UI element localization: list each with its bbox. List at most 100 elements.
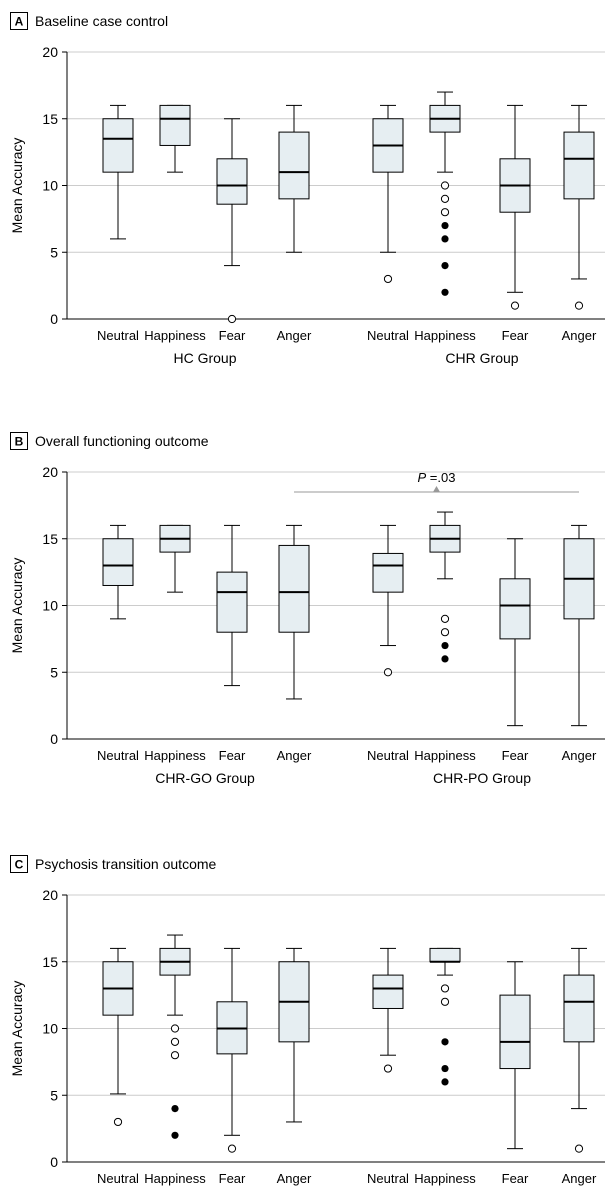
group-label: CHR-T Group — [439, 1193, 525, 1195]
y-tick-label: 15 — [42, 111, 58, 127]
y-tick-label: 5 — [50, 664, 58, 680]
category-label-anger: Anger — [277, 328, 312, 343]
box-fear — [499, 538, 531, 727]
box-neutral — [102, 524, 134, 620]
iqr-box — [499, 578, 531, 640]
group-label: CHR-GO Group — [155, 770, 255, 786]
outlier-filled — [441, 262, 449, 270]
category-label-fear: Fear — [219, 328, 246, 343]
outlier-open — [170, 1051, 180, 1060]
outlier-open — [440, 614, 450, 623]
box-anger — [278, 524, 310, 700]
group-label: CHR-PO Group — [433, 770, 531, 786]
y-tick-label: 20 — [42, 464, 58, 480]
panel-letter: C — [15, 858, 24, 872]
box-neutral — [372, 524, 404, 677]
iqr-box — [429, 947, 461, 963]
outlier-filled — [171, 1105, 179, 1113]
y-tick-label: 10 — [42, 598, 58, 614]
box-anger — [563, 947, 595, 1153]
iqr-box — [372, 974, 404, 1009]
iqr-box — [102, 118, 134, 173]
box-happiness — [429, 947, 461, 1086]
y-tick-label: 5 — [50, 244, 58, 260]
box-happiness — [159, 524, 191, 593]
outlier-filled — [441, 1064, 449, 1073]
panel-letter-box — [10, 12, 28, 30]
outlier-open — [383, 668, 393, 677]
panel-title: Baseline case control — [35, 13, 168, 29]
box-neutral — [102, 104, 134, 240]
outlier-open — [440, 997, 450, 1006]
outlier-filled — [441, 288, 449, 296]
iqr-box — [102, 538, 134, 586]
category-label-happiness: Happiness — [144, 748, 206, 763]
outlier-open — [113, 1117, 123, 1127]
chart-panel-c: C Psychosis transition outcome 0 5 10 15 20 Mea… — [9, 855, 605, 1195]
outlier-open — [440, 181, 450, 190]
outlier-open — [440, 194, 450, 203]
category-label-happiness: Happiness — [414, 748, 476, 763]
outlier-filled — [171, 1131, 179, 1139]
iqr-box — [563, 131, 595, 200]
box-fear — [499, 104, 531, 310]
iqr-box — [278, 544, 310, 633]
box-neutral — [372, 104, 404, 284]
category-label-fear: Fear — [502, 328, 529, 343]
box-fear — [216, 118, 248, 324]
p-value-label: P =.03 — [418, 470, 456, 485]
iqr-box — [216, 158, 248, 205]
outlier-filled — [441, 235, 449, 243]
category-label-neutral: Neutral — [367, 1171, 409, 1186]
outlier-open — [227, 314, 237, 324]
category-label-happiness: Happiness — [144, 1171, 206, 1186]
outlier-filled — [441, 641, 449, 650]
y-tick-label: 20 — [42, 887, 58, 903]
y-axis-label: Mean Accuracy — [9, 981, 25, 1077]
category-label-neutral: Neutral — [367, 748, 409, 763]
outlier-filled — [441, 1078, 449, 1086]
outlier-open — [383, 1064, 393, 1073]
panel-letter: B — [15, 435, 24, 449]
iqr-box — [216, 571, 248, 633]
category-label-anger: Anger — [562, 1171, 597, 1186]
category-label-fear: Fear — [219, 748, 246, 763]
category-label-fear: Fear — [502, 1171, 529, 1186]
category-label-happiness: Happiness — [144, 328, 206, 343]
box-happiness — [429, 511, 461, 663]
category-label-fear: Fear — [502, 748, 529, 763]
box-anger — [563, 104, 595, 310]
y-axis-label: Mean Accuracy — [9, 138, 25, 234]
outlier-open — [574, 301, 584, 310]
outlier-open — [440, 628, 450, 637]
box-fear — [499, 961, 531, 1150]
outlier-open — [440, 208, 450, 217]
group-label: HC Group — [173, 350, 236, 366]
chart-panel-b: B Overall functioning outcome 0 5 10 15 20 Mean… — [9, 432, 605, 786]
box-happiness — [159, 104, 191, 173]
outlier-filled — [441, 1038, 449, 1046]
y-tick-label: 10 — [42, 178, 58, 194]
category-label-neutral: Neutral — [97, 748, 139, 763]
y-tick-label: 15 — [42, 954, 58, 970]
panel-letter-box — [10, 432, 28, 450]
category-label-happiness: Happiness — [414, 1171, 476, 1186]
group-label: CHR-NT Group — [157, 1193, 253, 1195]
panel-letter: A — [15, 15, 24, 29]
box-anger — [563, 524, 595, 727]
outlier-filled — [441, 655, 449, 663]
box-anger — [278, 104, 310, 253]
p-value-text: =.03 — [426, 470, 455, 485]
iqr-box — [278, 131, 310, 200]
outlier-filled — [441, 221, 449, 230]
category-label-neutral: Neutral — [97, 328, 139, 343]
box-neutral — [372, 947, 404, 1073]
y-axis-label: Mean Accuracy — [9, 558, 25, 654]
y-tick-label: 0 — [50, 1154, 58, 1170]
group-label: CHR Group — [445, 350, 518, 366]
outlier-open — [227, 1144, 237, 1153]
y-tick-label: 0 — [50, 311, 58, 327]
box-happiness — [429, 91, 461, 296]
category-label-neutral: Neutral — [367, 328, 409, 343]
